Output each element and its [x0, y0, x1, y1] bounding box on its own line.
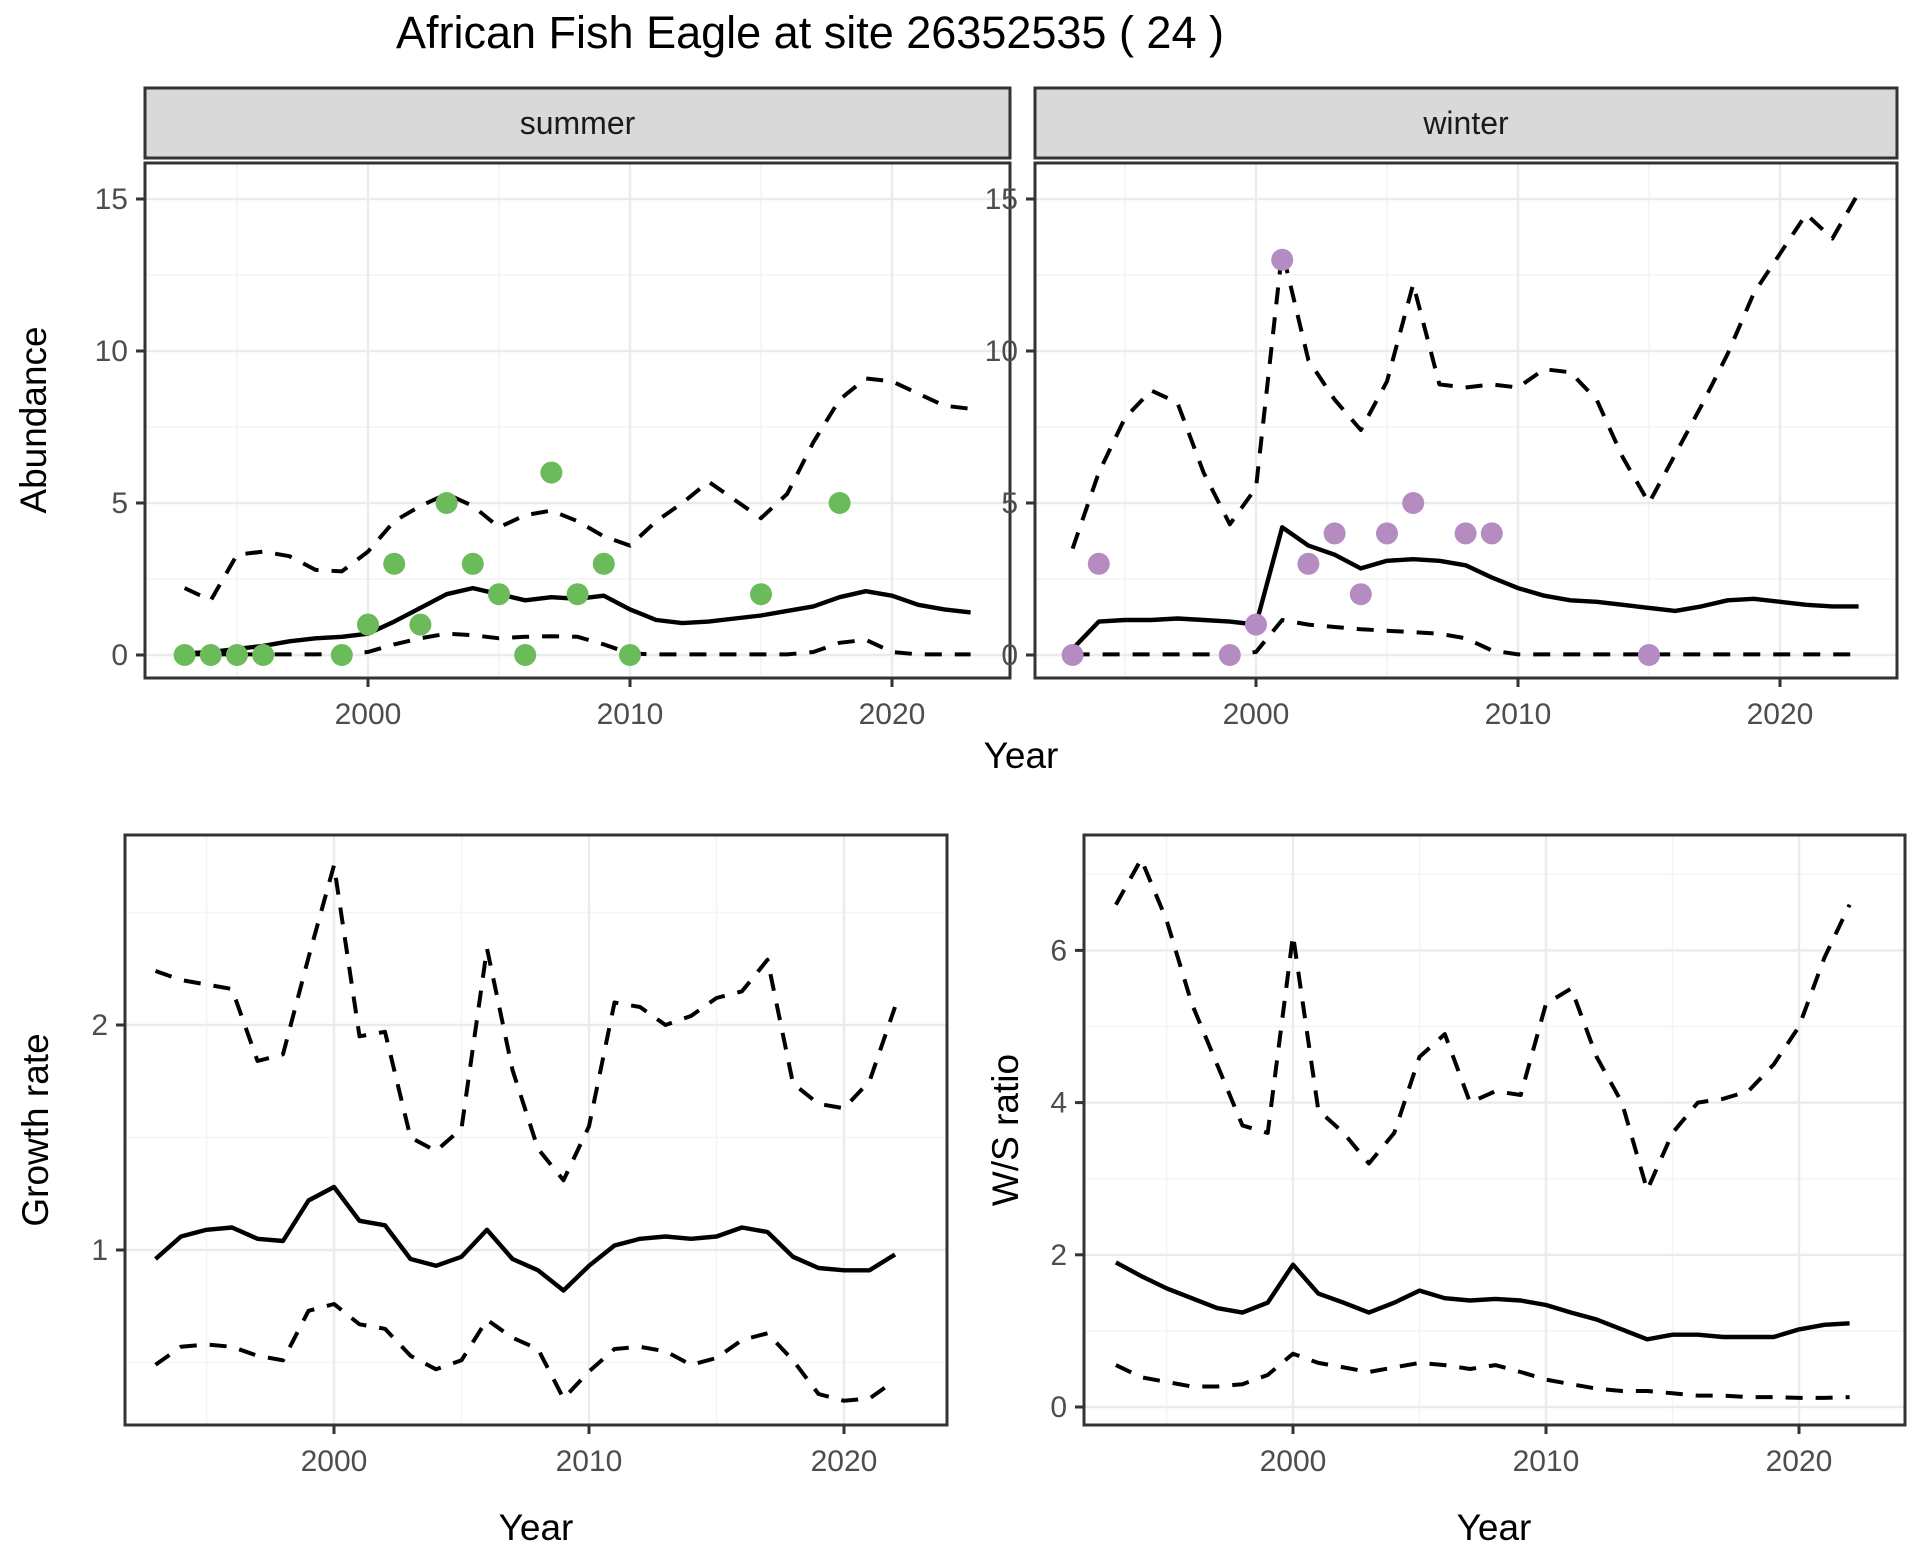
- axis-tick-label: 2020: [859, 698, 926, 731]
- data-point: [409, 613, 432, 636]
- data-point: [1323, 522, 1346, 545]
- axis-tick-label: 2000: [1223, 698, 1290, 731]
- axis-tick-label: 2020: [811, 1445, 878, 1478]
- axis-tick-label: 2000: [335, 698, 402, 731]
- data-point: [828, 492, 851, 514]
- strip-rect-summer: [143, 86, 1012, 160]
- series-line-dashed-lower: [1072, 618, 1859, 657]
- axis-tick-label: 15: [95, 183, 128, 216]
- data-point: [1638, 644, 1660, 666]
- axis-tick-label: 2000: [1260, 1445, 1327, 1478]
- axis-tick-label: 0: [1001, 639, 1018, 672]
- axis-tick-label: 6: [1050, 934, 1067, 967]
- data-point: [1402, 492, 1425, 514]
- series-line-solid: [154, 1184, 897, 1293]
- data-point: [461, 552, 484, 575]
- data-point: [330, 644, 353, 666]
- data-point: [1245, 613, 1267, 636]
- series-line-dashed-upper: [1070, 191, 1861, 550]
- axis-tick-label: 2010: [556, 1445, 623, 1478]
- axis-tick-label: 5: [111, 487, 128, 520]
- axis-tick-label: 10: [985, 335, 1018, 368]
- axis-tick-label: 2010: [597, 698, 664, 731]
- data-point: [1297, 552, 1320, 575]
- facet-strip-winter: winter: [1033, 86, 1899, 160]
- data-point: [514, 644, 537, 666]
- axis-tick-label: 2020: [1747, 698, 1814, 731]
- facet-strip-summer: summer: [143, 86, 1012, 160]
- panel-abundance-summer: 2000 2010 2020 0 5 10 15: [95, 161, 1012, 731]
- x-axis-title-top: Year: [984, 735, 1059, 776]
- panel-growth-rate: 2000 2010 2020 1 2: [91, 833, 949, 1478]
- axis-tick-label: 2020: [1766, 1445, 1833, 1478]
- data-point: [1271, 248, 1294, 271]
- data-point: [199, 644, 222, 666]
- data-point: [1480, 522, 1503, 545]
- data-point: [173, 644, 196, 666]
- data-point: [357, 613, 379, 636]
- axis-tick-label: 2000: [301, 1445, 368, 1478]
- series-line-dashed-lower: [154, 1302, 897, 1403]
- panel-border: [143, 161, 1012, 680]
- series-line-dashed-upper: [183, 376, 971, 603]
- data-point: [226, 644, 248, 666]
- x-axis-title-growth: Year: [499, 1507, 574, 1548]
- axis-tick-label: 15: [985, 183, 1018, 216]
- data-point: [1087, 552, 1110, 575]
- data-point: [540, 461, 563, 484]
- data-point: [1454, 522, 1477, 545]
- strip-label-winter: winter: [1422, 105, 1509, 141]
- axis-tick-label: 4: [1050, 1087, 1067, 1120]
- panel-abundance-winter: 2000 2010 2020 0 5 10 15: [985, 161, 1899, 731]
- data-point: [566, 583, 589, 606]
- axis-tick-label: 0: [1050, 1391, 1067, 1424]
- data-point: [619, 644, 641, 666]
- series-line-solid: [1114, 1260, 1850, 1342]
- axis-tick-label: 2: [1050, 1239, 1067, 1272]
- axis-tick-label: 2010: [1513, 1445, 1580, 1478]
- data-point: [1376, 522, 1398, 545]
- data-point: [1218, 644, 1241, 666]
- panel-border: [1033, 161, 1899, 680]
- data-point: [1349, 583, 1372, 606]
- axis-tick-label: 1: [91, 1234, 108, 1267]
- series-line-solid: [1071, 525, 1859, 651]
- axis-tick-label: 5: [1001, 487, 1018, 520]
- data-point: [592, 552, 615, 575]
- data-point: [1061, 644, 1084, 666]
- y-axis-title-abundance: Abundance: [13, 326, 54, 513]
- axis-tick-label: 10: [95, 335, 128, 368]
- data-point: [435, 492, 458, 514]
- data-point: [383, 552, 406, 575]
- data-point: [750, 583, 772, 606]
- series-line-dashed-upper: [1114, 857, 1852, 1193]
- data-point: [252, 644, 275, 666]
- panel-border: [1082, 833, 1907, 1427]
- axis-tick-label: 2010: [1485, 698, 1552, 731]
- series-line-dashed-lower: [1115, 1351, 1850, 1400]
- axis-tick-label: 2: [91, 1009, 108, 1042]
- x-axis-title-ws: Year: [1457, 1507, 1532, 1548]
- y-axis-title-growth-rate: Growth rate: [15, 1033, 56, 1226]
- strip-label-summer: summer: [520, 105, 636, 141]
- panel-border: [123, 833, 949, 1427]
- panel-ws-ratio: 2000 2010 2020 0 2 4 6: [1050, 833, 1907, 1478]
- series-line-dashed-lower: [184, 631, 971, 657]
- plot-title: African Fish Eagle at site 26352535 ( 24…: [396, 7, 1224, 58]
- y-axis-title-ws-ratio: W/S ratio: [985, 1054, 1026, 1206]
- series-line-dashed-upper: [154, 863, 897, 1183]
- data-point: [488, 583, 510, 606]
- strip-rect-winter: [1033, 86, 1899, 160]
- axis-tick-label: 0: [111, 639, 128, 672]
